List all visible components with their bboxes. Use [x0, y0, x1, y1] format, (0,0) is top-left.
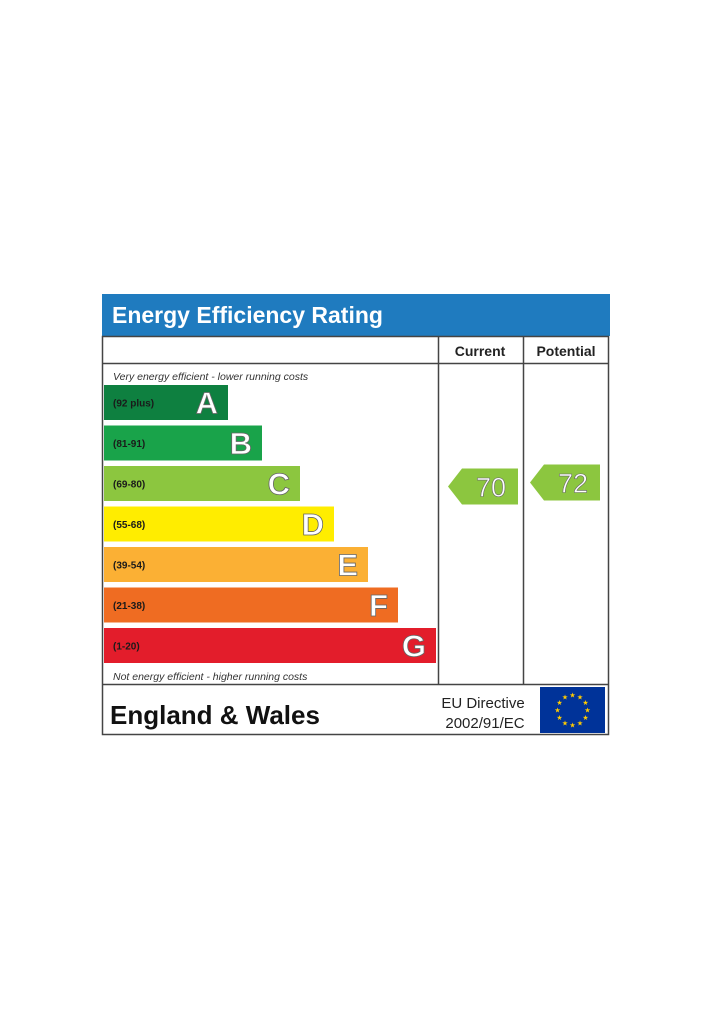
eu-flag-icon [540, 687, 605, 733]
bottom-note: Not energy efficient - higher running co… [113, 671, 308, 683]
rating-bands: (92 plus) A (81-91) B (69-80) C (55-68) D (39-54… [104, 385, 436, 664]
band-range-g: (1-20) [113, 642, 140, 653]
chart-frame [101, 335, 610, 736]
band-range-b: (81-91) [113, 439, 145, 450]
band-letter-g: G [402, 629, 426, 664]
eu-star-icon: ★ [562, 694, 568, 702]
eu-star-icon: ★ [556, 714, 562, 722]
footer-directive-line2: 2002/91/EC [445, 715, 524, 732]
eu-stars-icon: ★ ★★★★★★★★★★★ [554, 692, 590, 730]
eu-star-icon: ★ [556, 699, 562, 707]
potential-arrow [530, 464, 600, 501]
eu-star-icon: ★ [582, 714, 588, 722]
band-letter-f: F [369, 588, 388, 623]
footer-directive-line1: EU Directive [441, 695, 524, 712]
band-bar-b [104, 425, 262, 461]
eu-star-icon: ★ [577, 694, 583, 702]
band-letter-d: D [302, 507, 324, 542]
band-range-c: (69-80) [113, 480, 145, 491]
title-bar [102, 294, 610, 336]
band-bar-f [104, 587, 398, 623]
eu-star-icon: ★ [554, 707, 560, 715]
band-letter-e: E [337, 548, 358, 583]
current-arrow [448, 468, 518, 505]
current-value: 70 [476, 473, 506, 503]
eu-star-icon: ★ [569, 722, 575, 730]
band-bar-d [104, 506, 334, 542]
band-range-e: (39-54) [113, 561, 145, 572]
eu-star-icon: ★ [584, 707, 590, 715]
top-note: Very energy efficient - lower running co… [113, 371, 309, 383]
band-letter-a: A [196, 386, 218, 421]
chart-title: Energy Efficiency Rating [112, 302, 383, 328]
band-range-d: (55-68) [113, 520, 145, 531]
footer-region: England & Wales [110, 700, 320, 730]
eu-star-icon: ★ [582, 699, 588, 707]
band-bar-g [104, 628, 436, 663]
band-bar-e [104, 547, 368, 582]
band-letter-c: C [268, 467, 290, 502]
column-header-potential: Potential [536, 343, 595, 359]
potential-value: 72 [558, 469, 588, 499]
eu-star-icon: ★ [569, 692, 575, 700]
band-range-f: (21-38) [113, 601, 145, 612]
band-bar-a [104, 385, 228, 420]
eu-star-icon: ★ [577, 719, 583, 727]
eu-star-icon: ★ [562, 719, 568, 727]
band-range-a: (92 plus) [113, 399, 154, 410]
rating-arrows: 70 72 [448, 464, 600, 505]
band-letter-b: B [230, 426, 252, 461]
band-bar-c [104, 466, 300, 501]
column-header-current: Current [455, 343, 506, 359]
